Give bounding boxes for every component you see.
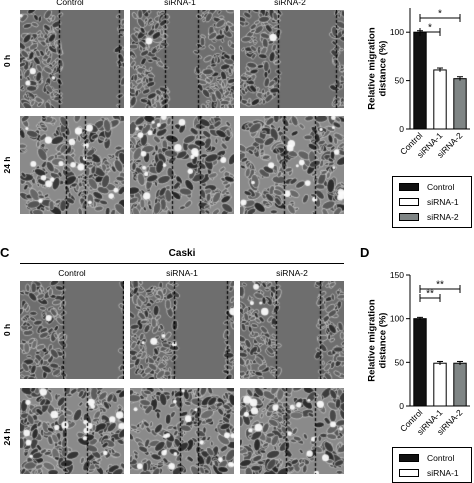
micrograph-bottom-sirna-1-0h — [130, 281, 234, 379]
significance-label: ** — [436, 280, 444, 291]
legend-label-control: Control — [427, 453, 455, 463]
legend-bottom: Control siRNA-1 — [392, 447, 472, 483]
cell-line-title-rule — [20, 263, 344, 264]
legend-label-sirna-1: siRNA-1 — [427, 197, 459, 207]
micrograph-top-sirna-1-24h — [130, 116, 234, 214]
micrograph-top-control-24h — [20, 116, 124, 214]
micrograph-bottom-control-24h — [20, 388, 124, 474]
panel-letter-d: D — [360, 245, 370, 260]
y-tick-label: 100 — [390, 314, 404, 324]
column-label-sirna-1: siRNA-1 — [164, 0, 196, 7]
y-axis-label: Relative migrationdistance (%) — [367, 27, 389, 110]
column-label-sirna-2: siRNA-2 — [274, 0, 306, 7]
legend-swatch-control — [399, 454, 419, 462]
micrograph-top-sirna-2-24h — [240, 116, 344, 214]
micrograph-top-control-0h — [20, 10, 124, 108]
column-label-sirna-1: siRNA-1 — [166, 268, 198, 278]
cell-line-title: Caski — [168, 248, 196, 259]
column-label-control: Control — [56, 0, 84, 7]
y-axis-label-line: Relative migration — [367, 299, 378, 382]
legend-label-sirna-1: siRNA-1 — [427, 468, 459, 478]
y-tick-label: 50 — [395, 76, 405, 86]
y-tick-label: 50 — [395, 357, 405, 367]
y-axis-label-line: distance (%) — [378, 313, 389, 369]
micrograph-top-sirna-1-0h — [130, 10, 234, 108]
legend-swatch-sirna-2 — [399, 213, 419, 221]
bar-sirna-2 — [453, 362, 467, 407]
micrograph-bottom-sirna-2-0h — [240, 281, 344, 379]
significance-label: ** — [426, 289, 434, 300]
significance-label: * — [438, 9, 442, 20]
y-axis-label: Relative migrationdistance (%) — [367, 299, 389, 382]
y-tick-label: 100 — [390, 27, 404, 37]
micrograph-top-sirna-2-0h — [240, 10, 344, 108]
legend-swatch-control — [399, 183, 419, 191]
y-axis-label-line: Relative migration — [367, 27, 378, 110]
column-label-sirna-2: siRNA-2 — [276, 268, 308, 278]
legend-swatch-sirna-1 — [399, 198, 419, 206]
bar-control — [413, 318, 427, 407]
y-tick-label: 150 — [390, 270, 404, 280]
column-label-control: Control — [58, 268, 86, 278]
significance-label: * — [428, 23, 432, 34]
y-tick-label: 0 — [399, 124, 404, 134]
micrograph-bottom-control-0h — [20, 281, 124, 379]
bar-sirna-1 — [433, 362, 447, 407]
panel-letter-c: C — [0, 245, 10, 260]
y-axis-label-line: distance (%) — [378, 41, 389, 97]
micrograph-bottom-sirna-2-24h — [240, 388, 344, 474]
legend-top: Control siRNA-1 siRNA-2 — [392, 176, 472, 228]
micrograph-bottom-sirna-1-24h — [130, 388, 234, 474]
legend-label-sirna-2: siRNA-2 — [427, 212, 459, 222]
legend-swatch-sirna-1 — [399, 469, 419, 477]
legend-label-control: Control — [427, 182, 455, 192]
y-tick-label: 0 — [399, 401, 404, 411]
